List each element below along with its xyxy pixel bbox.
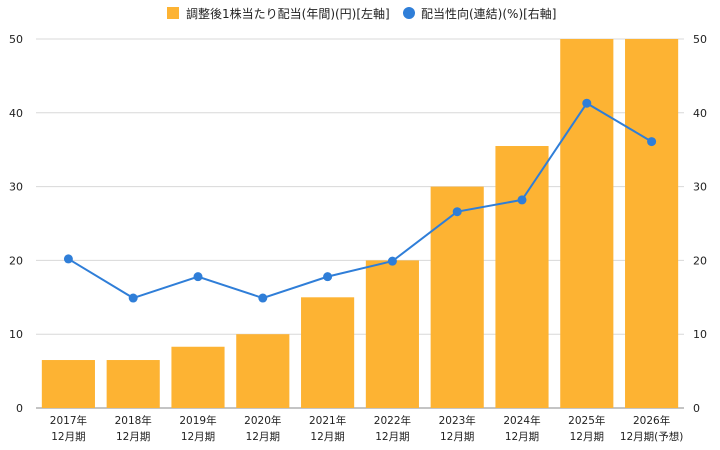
legend-swatch-bar (167, 7, 179, 19)
x-tick-line-1: 2023年 (439, 414, 476, 427)
y-axis-left: 0 10 20 30 40 50 (9, 33, 23, 415)
legend-swatch-line (403, 7, 415, 19)
x-tick-line-1: 2020年 (244, 414, 281, 427)
bar (365, 260, 419, 408)
bar (106, 360, 160, 408)
x-tick-line-2: 12月期 (246, 431, 280, 443)
x-tick-label: 2017年 12月期 (50, 414, 87, 443)
line-point (387, 256, 397, 266)
line-point (452, 207, 462, 217)
x-tick-line-1: 2019年 (179, 414, 216, 427)
y-tick-label-left: 50 (9, 33, 23, 46)
bar (560, 39, 614, 408)
y-tick-label-right: 50 (693, 33, 707, 46)
bar-series (41, 39, 679, 408)
x-tick-line-1: 2021年 (309, 414, 346, 427)
y-tick-label-left: 30 (9, 181, 23, 194)
x-tick-line-1: 2026年 (633, 414, 670, 427)
y-tick-label-right: 40 (693, 107, 707, 120)
x-tick-line-2: 12月期 (570, 431, 604, 443)
x-tick-line-1: 2017年 (50, 414, 87, 427)
line-point (647, 137, 657, 147)
x-tick-line-1: 2022年 (374, 414, 411, 427)
line-point (258, 293, 268, 303)
x-tick-label: 2018年 12月期 (115, 414, 152, 443)
bar (430, 186, 484, 408)
legend-label-line: 配当性向(連結)(%)[右軸] (421, 6, 557, 21)
series-line (67, 101, 653, 300)
bar (41, 360, 95, 408)
y-tick-label-right: 30 (693, 181, 707, 194)
y-tick-label-left: 10 (9, 328, 23, 341)
x-tick-label: 2023年 12月期 (439, 414, 476, 443)
x-tick-line-2: 12月期 (116, 431, 150, 443)
legend: 調整後1株当たり配当(年間)(円)[左軸] 配当性向(連結)(%)[右軸] (167, 6, 557, 21)
x-tick-line-2: 12月期 (375, 431, 409, 443)
x-tick-label: 2022年 12月期 (374, 414, 411, 443)
x-tick-line-2: 12月期(予想) (620, 430, 684, 443)
line-point (517, 195, 527, 205)
bar (236, 334, 290, 408)
bar (301, 297, 355, 408)
x-tick-label: 2024年 12月期 (503, 414, 540, 443)
x-tick-line-2: 12月期 (440, 431, 474, 443)
x-tick-line-1: 2018年 (115, 414, 152, 427)
x-tick-line-1: 2025年 (568, 414, 605, 427)
line-point (63, 254, 73, 264)
x-tick-label: 2019年 12月期 (179, 414, 216, 443)
bar (495, 146, 549, 408)
bar (171, 346, 225, 408)
legend-label-bar: 調整後1株当たり配当(年間)(円)[左軸] (186, 6, 390, 21)
y-axis-right: 0 10 20 30 40 50 (693, 33, 707, 415)
line-series (63, 98, 657, 303)
y-tick-label-right: 0 (693, 402, 700, 415)
x-tick-label: 2025年 12月期 (568, 414, 605, 443)
y-tick-label-right: 10 (693, 328, 707, 341)
x-tick-line-2: 12月期 (505, 431, 539, 443)
y-tick-label-left: 0 (16, 402, 23, 415)
bar (625, 39, 679, 408)
line-point (582, 98, 592, 108)
x-tick-line-2: 12月期 (310, 431, 344, 443)
line-point (193, 272, 203, 282)
line-point (128, 293, 138, 303)
x-tick-label: 2020年 12月期 (244, 414, 281, 443)
line-point (323, 272, 333, 282)
x-tick-line-2: 12月期 (51, 431, 85, 443)
x-tick-label: 2021年 12月期 (309, 414, 346, 443)
y-tick-label-left: 20 (9, 254, 23, 267)
x-tick-line-1: 2024年 (503, 414, 540, 427)
x-tick-label: 2026年 12月期(予想) (620, 414, 684, 443)
x-tick-line-2: 12月期 (181, 431, 215, 443)
y-tick-label-right: 20 (693, 254, 707, 267)
y-tick-label-left: 40 (9, 107, 23, 120)
